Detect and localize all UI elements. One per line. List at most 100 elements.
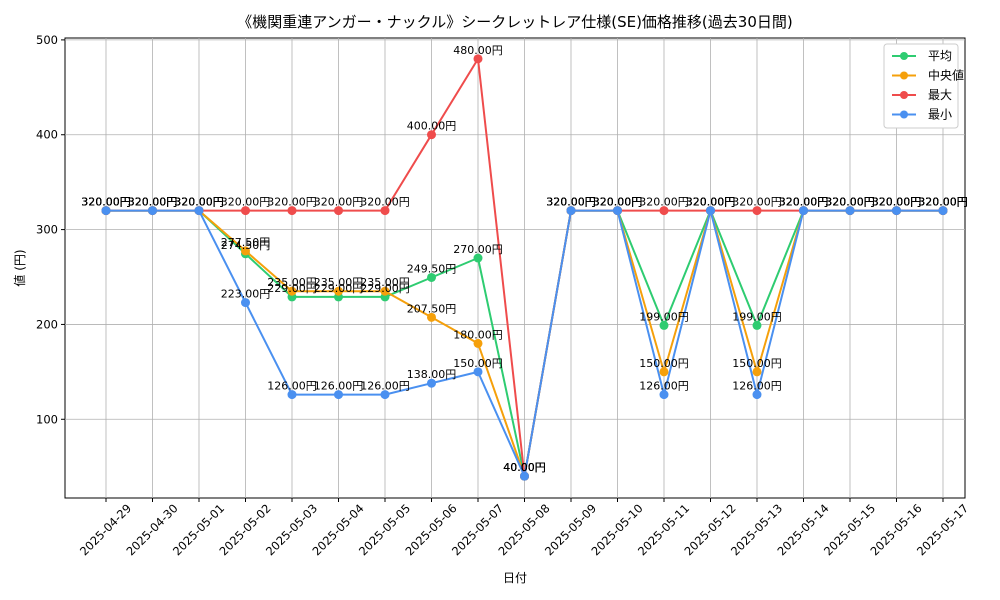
data-point (241, 298, 250, 308)
data-label: 235.00円 (360, 276, 410, 289)
chart-title: 《機関重連アンガー・ナックル》シークレットレア仕様(SE)価格推移(過去30日間… (237, 13, 792, 31)
data-label: 320.00円 (174, 196, 224, 209)
data-point (566, 206, 576, 216)
data-label: 207.50円 (407, 302, 457, 315)
data-label: 229.00円 (314, 282, 364, 295)
data-point (380, 286, 390, 296)
data-label: 320.00円 (81, 196, 131, 209)
data-label: 320.00円 (872, 196, 922, 209)
data-point (706, 206, 715, 216)
data-point (287, 390, 297, 400)
data-point (241, 206, 250, 216)
data-label: 320.00円 (686, 196, 736, 209)
data-label: 320.00円 (593, 196, 643, 209)
y-tick-label: 200 (36, 317, 58, 331)
data-label: 320.00円 (546, 196, 596, 209)
data-label: 320.00円 (872, 196, 922, 209)
grid (65, 38, 965, 498)
data-labels: 320.00円320.00円320.00円274.50円229.00円229.0… (81, 44, 968, 474)
legend-label: 平均 (928, 49, 952, 63)
data-label: 249.50円 (407, 262, 457, 275)
series-最小 (101, 206, 948, 481)
data-label: 320.00円 (686, 196, 736, 209)
data-point (380, 390, 390, 400)
data-label: 320.00円 (221, 196, 271, 209)
data-label: 320.00円 (593, 196, 643, 209)
data-label: 320.00円 (593, 196, 643, 209)
data-point (752, 390, 762, 400)
data-point (473, 367, 483, 377)
data-label: 270.00円 (453, 243, 503, 256)
legend-box (883, 43, 959, 129)
x-axis-ticks: 2025-04-292025-04-302025-05-012025-05-02… (77, 498, 971, 558)
y-axis-label: 値 (円) (12, 249, 27, 286)
y-tick-label: 500 (36, 33, 58, 47)
data-point (659, 367, 669, 377)
data-point (659, 206, 669, 216)
data-point (659, 320, 669, 330)
data-label: 320.00円 (825, 196, 875, 209)
data-label: 40.00円 (503, 461, 546, 474)
plot-area-border (64, 37, 966, 499)
data-label: 400.00円 (407, 120, 457, 133)
data-label: 320.00円 (593, 196, 643, 209)
data-label: 320.00円 (174, 196, 224, 209)
legend-label: 中央値 (928, 68, 964, 83)
data-point (287, 206, 297, 216)
data-label: 320.00円 (81, 196, 131, 209)
y-tick-label: 400 (36, 128, 58, 142)
x-axis-label: 日付 (503, 571, 527, 585)
data-point (473, 54, 483, 64)
data-point (520, 471, 529, 481)
data-label: 320.00円 (128, 196, 178, 209)
data-label: 320.00円 (546, 196, 596, 209)
data-label: 126.00円 (360, 380, 410, 393)
data-label: 320.00円 (639, 196, 689, 209)
data-point (287, 286, 297, 296)
data-label: 320.00円 (686, 196, 736, 209)
legend-marker (900, 110, 908, 119)
data-label: 320.00円 (267, 196, 317, 209)
data-label: 320.00円 (779, 196, 829, 209)
data-label: 320.00円 (81, 196, 131, 209)
series-layer (101, 54, 948, 481)
legend-marker (900, 52, 908, 60)
data-label: 199.00円 (639, 310, 689, 323)
data-label: 126.00円 (732, 380, 782, 393)
legend-marker (900, 91, 908, 99)
data-point (427, 272, 436, 282)
data-label: 320.00円 (872, 196, 922, 209)
data-point (938, 206, 948, 216)
data-label: 150.00円 (639, 357, 689, 370)
data-label: 40.00円 (503, 461, 546, 474)
data-label: 320.00円 (686, 196, 736, 209)
data-label: 199.00円 (732, 310, 782, 323)
data-label: 320.00円 (174, 196, 224, 209)
data-point (473, 253, 483, 263)
data-point (845, 206, 855, 216)
data-point (101, 206, 111, 216)
data-label: 320.00円 (918, 196, 968, 209)
data-point (427, 312, 436, 322)
data-label: 320.00円 (918, 196, 968, 209)
data-label: 320.00円 (825, 196, 875, 209)
data-point (427, 130, 436, 140)
data-point (473, 338, 483, 348)
data-point (334, 286, 343, 296)
data-point (380, 206, 390, 216)
data-label: 320.00円 (825, 196, 875, 209)
legend-label: 最小 (928, 108, 952, 122)
data-label: 40.00円 (503, 461, 546, 474)
data-point (659, 390, 669, 400)
data-label: 320.00円 (128, 196, 178, 209)
data-label: 126.00円 (639, 380, 689, 393)
data-label: 480.00円 (453, 44, 503, 57)
data-label: 320.00円 (314, 196, 364, 209)
data-label: 320.00円 (81, 196, 131, 209)
y-tick-label: 300 (36, 223, 58, 237)
data-label: 320.00円 (360, 196, 410, 209)
legend-marker (900, 71, 908, 80)
data-label: 229.00円 (267, 282, 317, 295)
data-label: 320.00円 (546, 196, 596, 209)
